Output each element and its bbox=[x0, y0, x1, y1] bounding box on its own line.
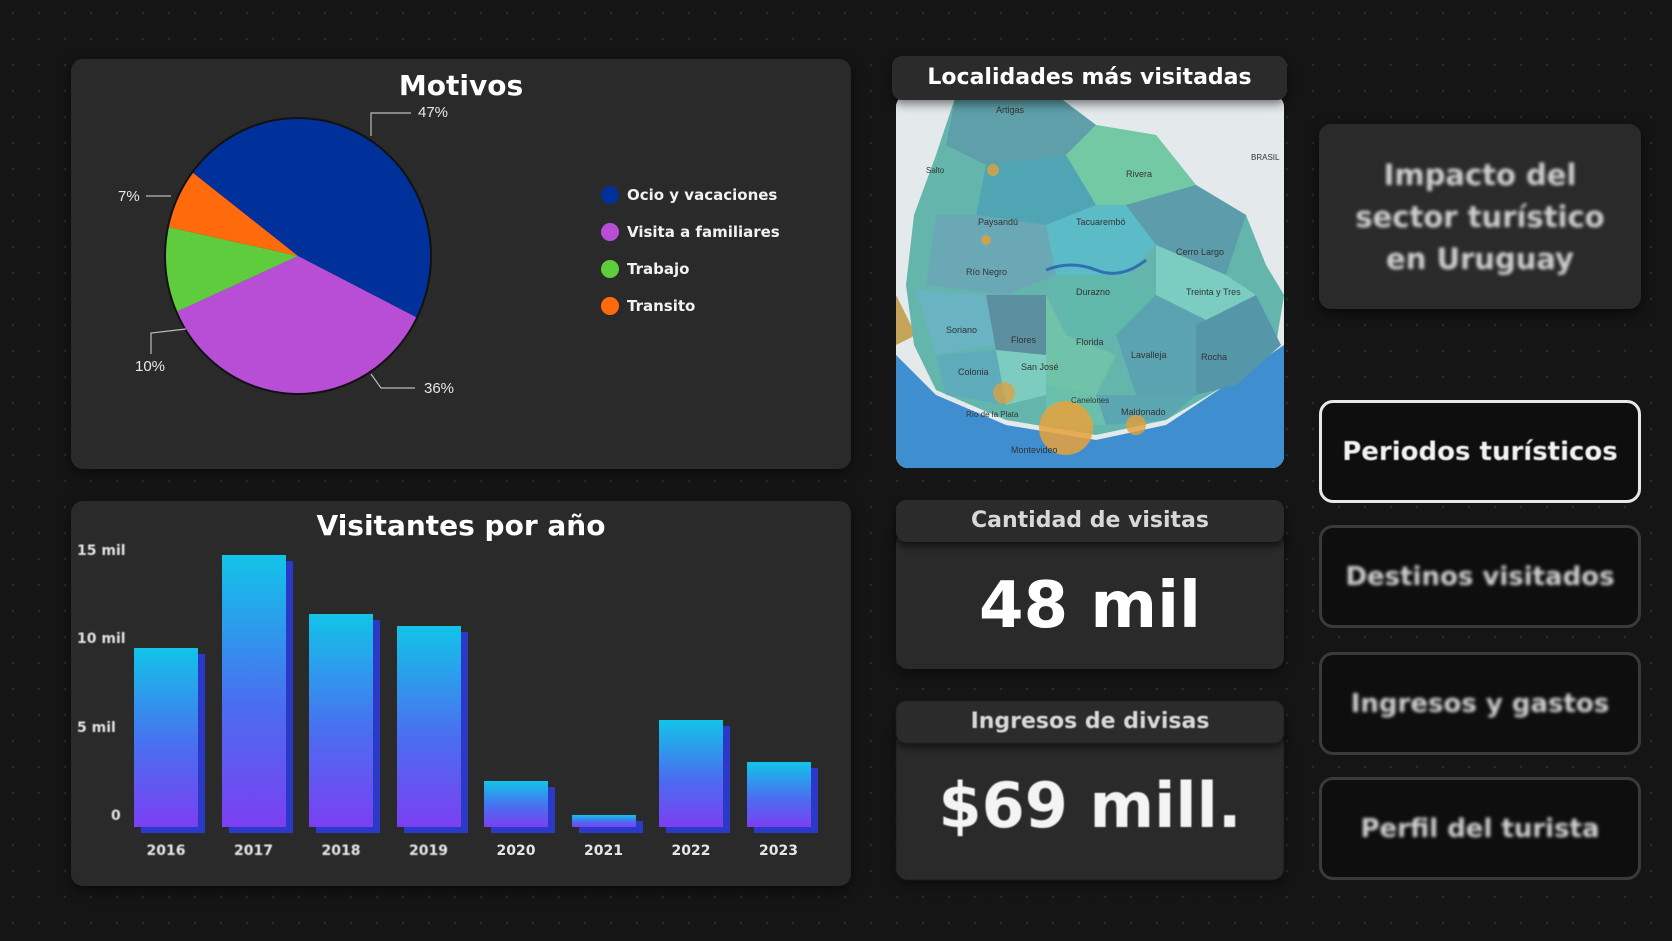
pie-label-visita: 36% bbox=[424, 380, 455, 397]
map-title: Localidades más visitadas bbox=[892, 56, 1287, 100]
motivos-title: Motivos bbox=[398, 69, 524, 102]
svg-text:Canelones: Canelones bbox=[1071, 396, 1109, 405]
bar-2020 bbox=[484, 780, 548, 827]
nav-button-periodos[interactable]: Periodos turísticos bbox=[1319, 400, 1641, 503]
bar-2022 bbox=[659, 720, 723, 827]
kpi-visitas-label: Cantidad de visitas bbox=[896, 500, 1284, 542]
bar-2019 bbox=[396, 625, 461, 827]
x-tick-2016: 2016 bbox=[146, 843, 186, 859]
y-tick-0: 0 bbox=[111, 808, 121, 824]
svg-text:San José: San José bbox=[1021, 362, 1059, 372]
pie-slice-transito bbox=[167, 172, 298, 256]
x-tick-2022: 2022 bbox=[671, 843, 711, 859]
legend-item-visita: Visita a familiares bbox=[601, 213, 780, 250]
localidades-map: Artigas Rivera Paysandú Tacuarembó Cerro… bbox=[896, 95, 1284, 468]
legend-label-ocio: Ocio y vacaciones bbox=[627, 185, 778, 204]
svg-text:Tacuarembó: Tacuarembó bbox=[1076, 217, 1126, 227]
legend-dot-trabajo bbox=[601, 259, 619, 278]
svg-text:Lavalleja: Lavalleja bbox=[1131, 350, 1167, 360]
svg-text:Rivera: Rivera bbox=[1126, 169, 1152, 179]
bar-2018 bbox=[309, 613, 373, 827]
svg-text:BRASIL: BRASIL bbox=[1251, 153, 1280, 162]
x-tick-2021: 2021 bbox=[584, 843, 623, 859]
nav-button-perfil[interactable]: Perfil del turista bbox=[1319, 777, 1641, 880]
impacto-title: Impacto del sector turístico en Uruguay bbox=[1355, 157, 1605, 276]
legend-label-trabajo: Trabajo bbox=[627, 259, 690, 278]
nav-button-ingresos[interactable]: Ingresos y gastos bbox=[1319, 652, 1641, 755]
x-tick-2020: 2020 bbox=[496, 843, 536, 859]
svg-text:Florida: Florida bbox=[1076, 337, 1104, 347]
pie-label-trabajo: 10% bbox=[135, 358, 166, 375]
visitantes-chart-panel: Visitantes por año 15 mil 10 mil 5 mil 0… bbox=[71, 501, 851, 886]
svg-text:Río Negro: Río Negro bbox=[966, 267, 1007, 277]
bar-2021 bbox=[571, 814, 636, 827]
pie-slice-ocio bbox=[192, 118, 431, 318]
nav-button-destinos-label: Destinos visitados bbox=[1345, 561, 1615, 592]
nav-button-ingresos-label: Ingresos y gastos bbox=[1350, 688, 1610, 719]
svg-text:Cerro Largo: Cerro Largo bbox=[1176, 247, 1224, 257]
motivos-chart-panel: Motivos 47% 36% 10% 7% Ocio y vacaciones… bbox=[71, 59, 851, 469]
pie-leader-trabajo bbox=[150, 328, 187, 354]
impacto-title-card: Impacto del sector turístico en Uruguay bbox=[1319, 124, 1641, 309]
nav-button-destinos[interactable]: Destinos visitados bbox=[1319, 525, 1641, 628]
pie-leader-ocio bbox=[370, 112, 411, 136]
kpi-visitas-value: 48 mil bbox=[896, 531, 1284, 669]
nav-button-periodos-label: Periodos turísticos bbox=[1342, 436, 1618, 467]
svg-text:Artigas: Artigas bbox=[996, 105, 1025, 115]
kpi-divisas-label: Ingresos de divisas bbox=[896, 701, 1284, 743]
svg-text:Montevideo: Montevideo bbox=[1011, 445, 1058, 455]
pie-outline bbox=[164, 117, 432, 395]
svg-text:Rocha: Rocha bbox=[1201, 352, 1227, 362]
uruguay-map-image: Artigas Rivera Paysandú Tacuarembó Cerro… bbox=[896, 95, 1284, 468]
svg-text:Maldonado: Maldonado bbox=[1121, 407, 1166, 417]
y-tick-10mil: 10 mil bbox=[77, 631, 126, 647]
pie-label-ocio: 47% bbox=[418, 104, 449, 121]
legend-item-ocio: Ocio y vacaciones bbox=[601, 176, 780, 213]
bar-2023 bbox=[746, 761, 811, 827]
legend-label-transito: Transito bbox=[627, 296, 696, 315]
legend-item-transito: Transito bbox=[601, 287, 780, 324]
svg-text:Treinta y Tres: Treinta y Tres bbox=[1186, 287, 1241, 297]
svg-text:Río de la Plata: Río de la Plata bbox=[966, 410, 1019, 419]
y-tick-15mil: 15 mil bbox=[77, 543, 126, 559]
pie-label-transito: 7% bbox=[118, 188, 140, 205]
visitantes-title: Visitantes por año bbox=[316, 509, 606, 542]
bar-2017 bbox=[221, 555, 286, 827]
x-tick-2018: 2018 bbox=[321, 843, 361, 859]
x-tick-2017: 2017 bbox=[234, 843, 273, 859]
svg-text:Soriano: Soriano bbox=[946, 325, 977, 335]
svg-text:Salto: Salto bbox=[926, 166, 945, 175]
legend-item-trabajo: Trabajo bbox=[601, 250, 780, 287]
bar-2016 bbox=[134, 648, 198, 827]
motivos-legend: Ocio y vacaciones Visita a familiares Tr… bbox=[601, 176, 780, 324]
nav-button-perfil-label: Perfil del turista bbox=[1360, 813, 1600, 844]
legend-dot-visita bbox=[601, 222, 619, 241]
svg-text:Colonia: Colonia bbox=[958, 367, 989, 377]
pie-slice-trabajo bbox=[165, 226, 298, 312]
pie-leader-visita bbox=[370, 373, 415, 389]
kpi-divisas-value: $69 mill. bbox=[896, 731, 1284, 880]
x-tick-2023: 2023 bbox=[759, 843, 798, 859]
svg-text:Flores: Flores bbox=[1011, 335, 1037, 345]
legend-dot-transito bbox=[601, 296, 619, 315]
legend-dot-ocio bbox=[601, 185, 619, 204]
legend-label-visita: Visita a familiares bbox=[627, 222, 780, 241]
pie-slice-visita bbox=[176, 256, 417, 394]
svg-text:Durazno: Durazno bbox=[1076, 287, 1110, 297]
svg-text:Paysandú: Paysandú bbox=[978, 217, 1018, 227]
motivos-pie-chart bbox=[146, 112, 432, 395]
x-tick-2019: 2019 bbox=[409, 843, 448, 859]
y-tick-5mil: 5 mil bbox=[77, 720, 116, 736]
